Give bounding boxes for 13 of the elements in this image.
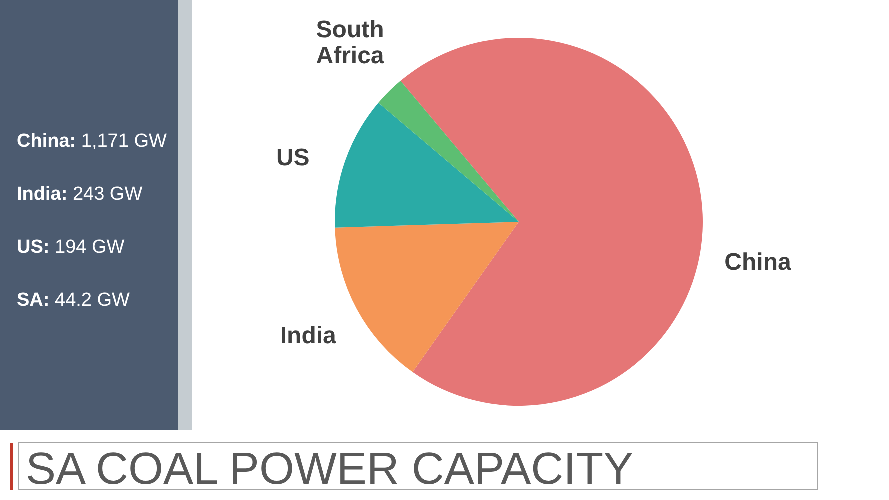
slice-label: China bbox=[724, 249, 792, 276]
pie-slice bbox=[400, 38, 703, 406]
slice-label: US bbox=[276, 144, 310, 172]
text: China: 1,171 GW bbox=[17, 131, 167, 152]
text: SA COAL POWER CAPACITY bbox=[26, 443, 634, 494]
text: India: 243 GW bbox=[17, 184, 143, 205]
pie-slice bbox=[378, 81, 519, 222]
pie-slice bbox=[335, 103, 519, 228]
slice-label: South Africa bbox=[316, 16, 385, 70]
text: SA: 44.2 GW bbox=[17, 290, 130, 311]
text: US: 194 GW bbox=[17, 237, 125, 258]
pie-slice bbox=[335, 222, 519, 372]
slice-label: India bbox=[280, 322, 338, 350]
